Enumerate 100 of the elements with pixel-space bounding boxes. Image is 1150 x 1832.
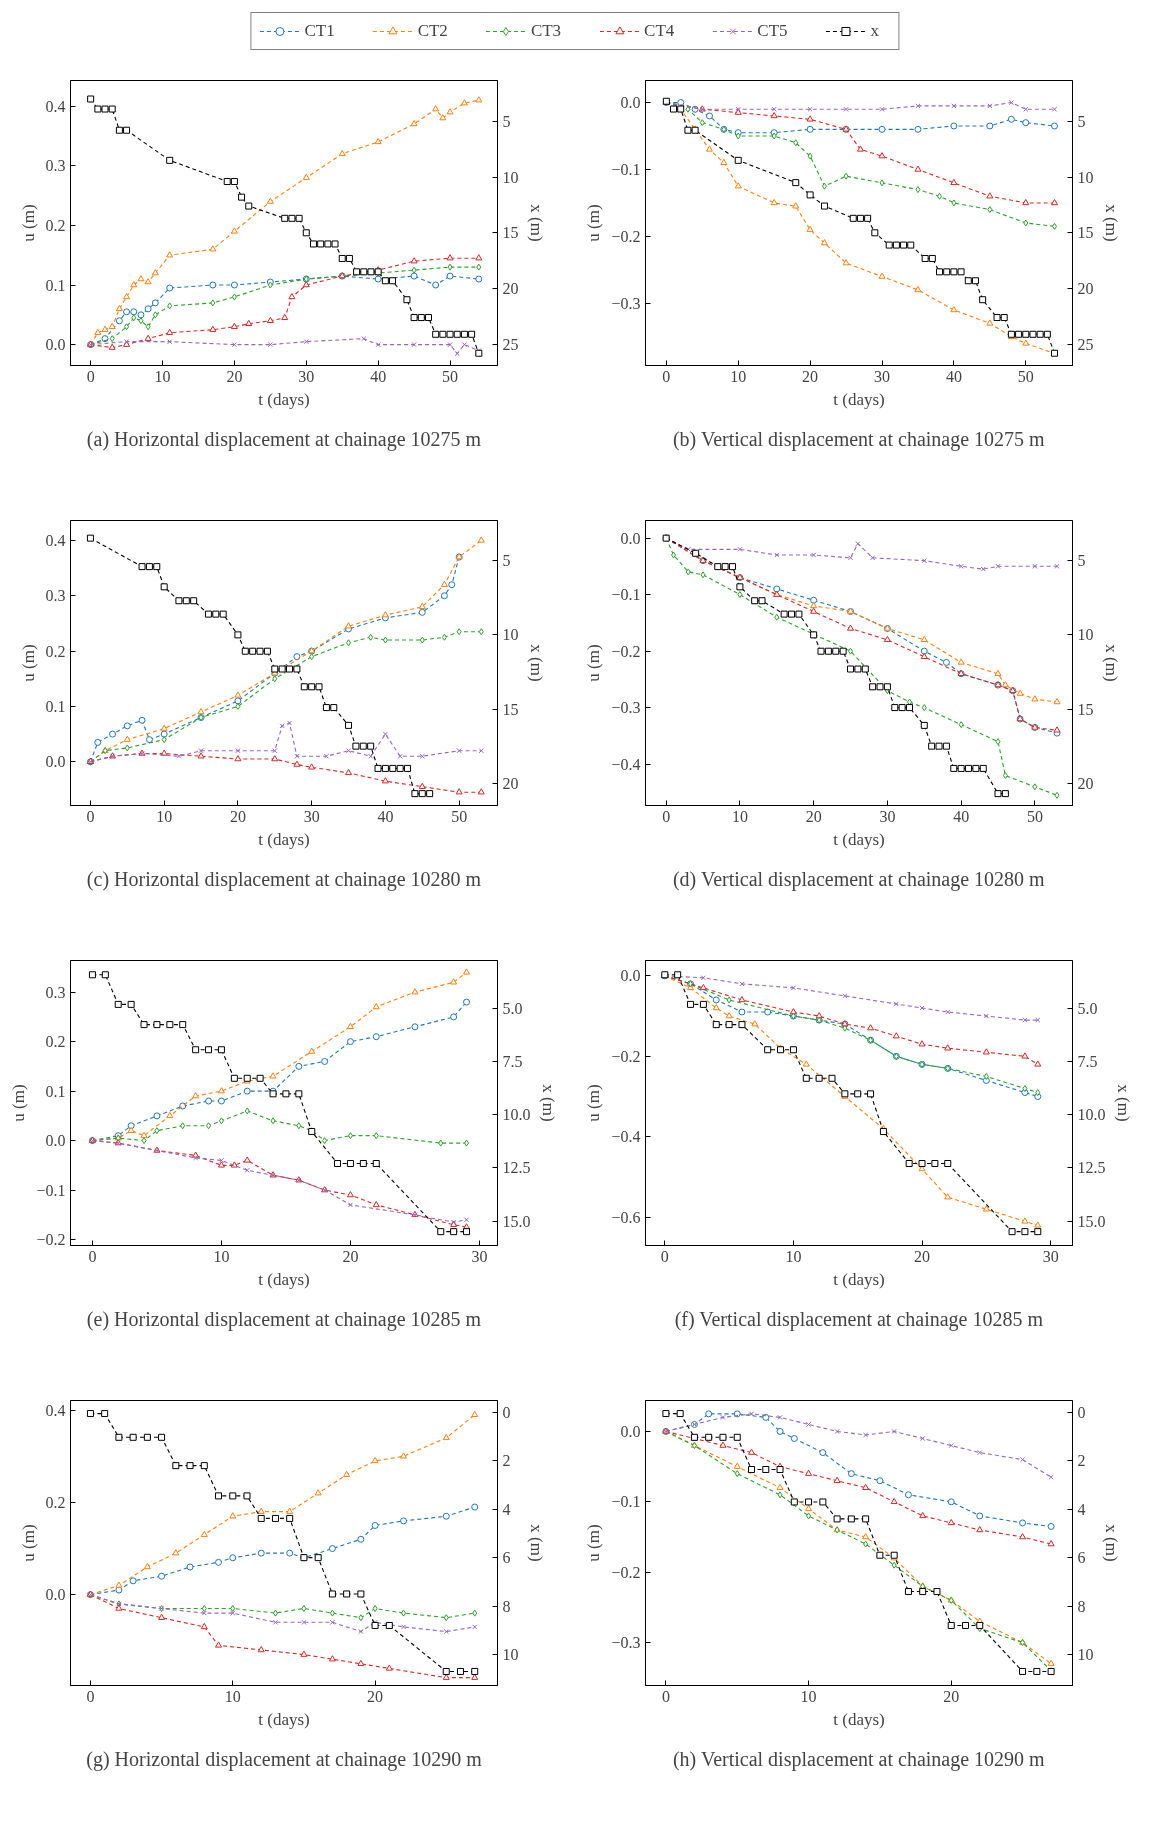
y2-tick-label: 2 (1077, 1452, 1086, 1470)
y2-tick-label: 8 (502, 1597, 511, 1615)
x-tick-label: 0 (661, 1687, 670, 1705)
y-tick-label: −0.2 (611, 1563, 641, 1581)
y-tick-label: 0.2 (45, 1033, 66, 1051)
x-tick-label: 0 (660, 1247, 669, 1265)
y2-tick-label: 4 (502, 1500, 511, 1518)
y-axis-title: u (m) (584, 1524, 604, 1562)
y2-tick-label: 10 (1077, 168, 1094, 186)
y2-tick-label: 12.5 (502, 1159, 531, 1177)
text: (b) Vertical displacement at chainage 10275 m (672, 427, 1046, 451)
text: (f) Vertical displacement at chainage 10285 m (674, 1307, 1044, 1331)
y-tick-label: −0.1 (36, 1181, 66, 1199)
y2-axis-title: x (m) (526, 1524, 546, 1562)
y-tick-label: −0.2 (611, 227, 641, 245)
y-tick-label: 0.1 (45, 697, 66, 715)
y-tick-label: −0.2 (611, 1047, 641, 1065)
x-tick-label: 40 (377, 807, 394, 825)
y2-tick-label: 5 (502, 112, 511, 130)
y2-tick-label: 10.0 (1077, 1106, 1106, 1123)
y2-tick-label: 15.0 (1077, 1212, 1106, 1230)
legend-label: CT2 (417, 21, 448, 41)
y-axis-title: u (m) (584, 644, 604, 682)
y-axis-title: u (m) (9, 1084, 29, 1122)
text: (d) Vertical displacement at chainage 10280 m (672, 867, 1046, 891)
x-tick-label: 10 (156, 807, 173, 825)
y-tick-label: −0.1 (611, 1493, 641, 1511)
x-tick-label: 0 (88, 1247, 97, 1265)
y-tick-label: 0.0 (620, 94, 641, 112)
x-tick-label: 30 (879, 807, 896, 825)
y2-tick-label: 10 (502, 626, 519, 644)
y2-tick-label: 4 (1077, 1500, 1086, 1518)
y2-axis-title: x (m) (538, 1084, 558, 1122)
x-tick-label: 10 (224, 1687, 241, 1705)
y2-tick-label: 5 (502, 552, 511, 570)
y2-tick-label: 20 (502, 774, 519, 792)
y2-tick-label: 7.5 (502, 1052, 523, 1070)
text: (e) Horizontal displacement at chainage 10285 m (86, 1307, 482, 1331)
y-tick-label: −0.1 (611, 160, 641, 178)
y-axis-title: u (m) (584, 204, 604, 242)
y2-tick-label: 15 (1077, 224, 1094, 242)
y2-tick-label: 0 (502, 1403, 511, 1421)
y2-tick-label: 25 (502, 335, 519, 353)
y-tick-label: −0.2 (36, 1231, 66, 1249)
y-tick-label: 0.2 (45, 1493, 66, 1511)
x-tick-label: 20 (914, 1247, 931, 1265)
x-axis-title: t (days) (833, 389, 885, 409)
y-tick-label: 0.3 (45, 983, 66, 1001)
x-axis-title: t (days) (258, 1269, 310, 1289)
y2-tick-label: 20 (502, 280, 519, 298)
y2-axis-title: x (m) (1113, 1084, 1133, 1122)
y2-axis-title: x (m) (526, 204, 546, 242)
x-tick-label: 20 (342, 1247, 359, 1265)
y2-tick-label: 5.0 (502, 999, 523, 1017)
x-tick-label: 30 (1042, 1247, 1059, 1265)
y-tick-label: 0.1 (45, 276, 66, 294)
y2-tick-label: 6 (1077, 1549, 1086, 1567)
x-tick-label: 40 (953, 807, 970, 825)
x-tick-label: 0 (86, 807, 95, 825)
y2-tick-label: 6 (502, 1549, 511, 1567)
y-tick-label: 0.2 (45, 216, 66, 234)
y-tick-label: 0.0 (620, 967, 641, 985)
text: (g) Horizontal displacement at chainage 10290 m (86, 1747, 483, 1771)
y2-tick-label: 5 (1077, 112, 1086, 130)
y-tick-label: 0.4 (45, 1401, 66, 1419)
y-tick-label: 0.4 (45, 531, 66, 549)
x-tick-label: 0 (662, 807, 671, 825)
y-tick-label: 0.0 (45, 753, 66, 771)
y-tick-label: 0.4 (45, 97, 66, 115)
x-tick-label: 10 (731, 807, 748, 825)
y2-tick-label: 12.5 (1077, 1159, 1106, 1177)
x-tick-label: 20 (943, 1687, 960, 1705)
y-axis-title: u (m) (18, 204, 38, 242)
y-tick-label: −0.3 (611, 294, 641, 312)
x-tick-label: 30 (298, 367, 315, 385)
y2-tick-label: 10 (502, 1646, 519, 1664)
text: (h) Vertical displacement at chainage 10290 m (672, 1747, 1046, 1771)
y2-tick-label: 20 (1077, 774, 1094, 792)
y-tick-label: 0.3 (45, 157, 66, 175)
y-tick-label: 0.0 (45, 336, 66, 354)
x-axis-title: t (days) (833, 1269, 885, 1289)
legend-label: CT5 (757, 21, 788, 41)
x-axis-title: t (days) (258, 1709, 310, 1729)
x-tick-label: 20 (226, 367, 243, 385)
y2-tick-label: 25 (1077, 335, 1094, 353)
y2-tick-label: 0 (1077, 1403, 1086, 1421)
y-tick-label: 0.0 (620, 1422, 641, 1440)
legend-label: x (870, 21, 881, 41)
y-tick-label: −0.3 (611, 1634, 641, 1652)
y2-tick-label: 20 (1077, 280, 1094, 298)
y2-axis-title: x (m) (1101, 1524, 1121, 1562)
y-tick-label: 0.3 (45, 587, 66, 605)
legend-label: CT3 (530, 21, 562, 41)
y2-axis-title: x (m) (1101, 644, 1121, 682)
x-tick-label: 0 (86, 367, 95, 385)
x-tick-label: 50 (451, 807, 468, 825)
x-axis-title: t (days) (833, 1709, 885, 1729)
y2-tick-label: 10.0 (502, 1106, 531, 1123)
x-tick-label: 0 (662, 367, 671, 385)
x-tick-label: 10 (213, 1247, 230, 1265)
